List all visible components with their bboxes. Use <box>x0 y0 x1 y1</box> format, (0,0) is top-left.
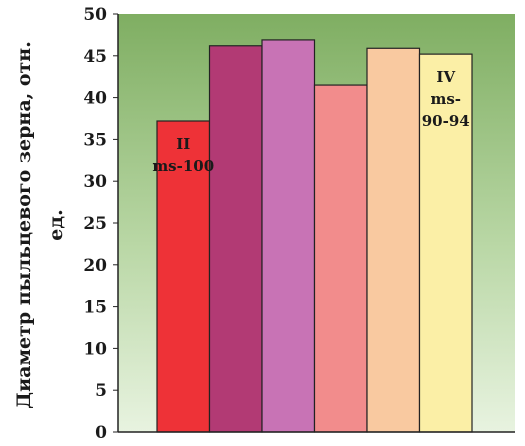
y-tick-label: 35 <box>83 130 107 150</box>
bar-annotation-text: II <box>176 135 190 153</box>
bar-annotation-text: IV <box>436 68 455 86</box>
y-tick-label: 40 <box>83 89 107 109</box>
y-tick-label: 20 <box>83 256 107 276</box>
bars <box>156 39 473 433</box>
y-tick-label: 45 <box>83 47 107 67</box>
bar <box>261 39 316 433</box>
y-tick-label: 25 <box>83 214 107 234</box>
y-axis-ticks: 0 5 10 15 20 25 30 35 40 45 50 <box>83 5 118 443</box>
bar <box>313 84 368 433</box>
bar <box>208 45 263 433</box>
bar-annotation-text: 90-94 <box>422 112 470 130</box>
bar-annotation-text: ms-100 <box>152 157 214 175</box>
y-tick-label: 0 <box>95 423 107 443</box>
y-tick-label: 15 <box>83 298 107 318</box>
bar-annotation-text: ms- <box>430 90 461 108</box>
bar <box>366 47 421 433</box>
y-tick-label: 5 <box>95 381 107 401</box>
bar <box>418 53 473 433</box>
y-tick-label: 30 <box>83 172 107 192</box>
y-axis-label-line1: Диаметр пыльцевого зерна, отн. <box>13 41 35 409</box>
y-tick-label: 50 <box>83 5 107 25</box>
bar-annotations: II ms-100 IV ms- 90-94 <box>152 68 469 175</box>
y-tick-label: 10 <box>83 339 107 359</box>
y-axis-label-line2: ед. <box>45 209 67 240</box>
